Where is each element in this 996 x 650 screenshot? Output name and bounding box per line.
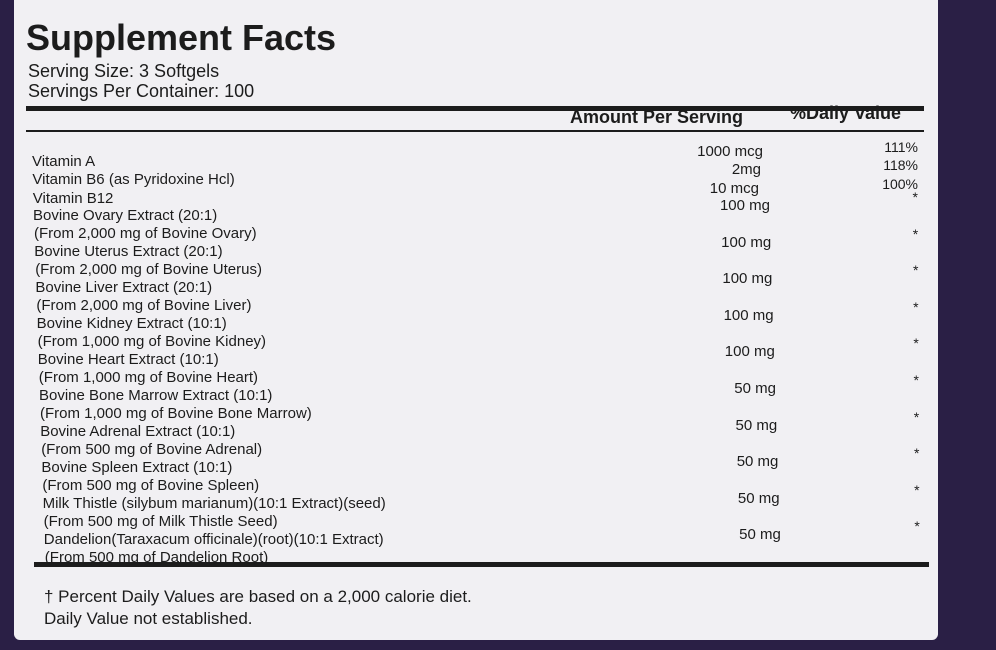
- amount: 100 mg: [724, 343, 775, 361]
- daily-value: *: [914, 481, 920, 498]
- ingredient-name: Bovine Uterus Extract (20:1): [34, 243, 223, 260]
- thick-rule: [34, 562, 929, 567]
- ingredient-source: (From 1,000 mg of Bovine Heart): [38, 369, 259, 386]
- amount: 50 mg: [739, 526, 781, 544]
- amount: 1000 mcg: [697, 143, 763, 160]
- daily-value: *: [912, 225, 919, 242]
- ingredient-source: (From 500 mg of Bovine Spleen): [42, 477, 260, 494]
- ingredient-source: (From 2,000 mg of Bovine Ovary): [34, 225, 257, 242]
- serving-size: Serving Size: 3 Softgels: [28, 61, 220, 81]
- ingredient-name: Bovine Kidney Extract (10:1): [36, 315, 227, 332]
- ingredient-source: (From 1,000 mg of Bovine Kidney): [37, 333, 267, 350]
- amount: 100 mg: [721, 233, 772, 251]
- amount: 50 mg: [737, 489, 780, 507]
- column-header: %Daily Value: [790, 103, 902, 123]
- daily-value: 111%: [884, 139, 918, 155]
- daily-value: *: [913, 445, 920, 462]
- amount: 50 mg: [736, 453, 779, 471]
- amount: 10 mcg: [709, 179, 759, 197]
- ingredient-source: (From 2,000 mg of Bovine Liver): [36, 297, 252, 314]
- ingredient-source: (From 2,000 mg of Bovine Uterus): [35, 261, 262, 278]
- ingredient-source: (From 500 mg of Bovine Adrenal): [41, 441, 263, 458]
- ingredient-name: Vitamin B12: [32, 189, 114, 207]
- daily-value: *: [913, 372, 919, 388]
- thin-rule: [26, 130, 924, 132]
- ingredient-name: Bovine Spleen Extract (10:1): [41, 459, 233, 476]
- ingredient-source: (From 1,000 mg of Bovine Bone Marrow): [40, 405, 312, 422]
- ingredient-name: Bovine Heart Extract (10:1): [37, 351, 219, 368]
- ingredient-name: Vitamin A: [32, 153, 96, 170]
- daily-value: *: [912, 189, 918, 205]
- daily-value: 100%: [882, 175, 918, 192]
- ingredient-name: Dandelion(Taraxacum officinale)(root)(10…: [43, 531, 384, 548]
- daily-value: *: [913, 298, 919, 315]
- amount: 100 mg: [719, 197, 770, 214]
- amount: 2mg: [731, 161, 761, 179]
- supplement-label: Supplement Facts Serving Size: 3 Softgel…: [14, 0, 938, 640]
- daily-value: *: [914, 518, 920, 535]
- ingredient-name: Bovine Liver Extract (20:1): [35, 279, 213, 296]
- daily-value: *: [913, 408, 920, 425]
- amount: 100 mg: [722, 270, 773, 288]
- ingredient-source: (From 500 mg of Dandelion Root): [44, 549, 269, 566]
- ingredient-name: Milk Thistle (silybum marianum)(10:1 Ext…: [42, 495, 386, 512]
- amount: 100 mg: [723, 306, 774, 324]
- amount: 50 mg: [734, 380, 776, 397]
- column-header: Amount Per Serving: [570, 107, 744, 127]
- footnote: Daily Value not established.: [44, 609, 253, 628]
- daily-value: 118%: [883, 157, 918, 174]
- amount: 50 mg: [735, 416, 778, 434]
- ingredient-name: Bovine Ovary Extract (20:1): [33, 207, 218, 224]
- daily-value: *: [913, 335, 919, 352]
- servings-per-container: Servings Per Container: 100: [28, 81, 255, 101]
- ingredient-name: Bovine Bone Marrow Extract (10:1): [39, 387, 273, 404]
- ingredient-source: (From 500 mg of Milk Thistle Seed): [43, 513, 278, 530]
- title: Supplement Facts: [26, 17, 337, 58]
- daily-value: *: [912, 262, 919, 279]
- footnote: † Percent Daily Values are based on a 2,…: [44, 587, 472, 606]
- thick-rule: [26, 106, 924, 111]
- ingredient-name: Bovine Adrenal Extract (10:1): [40, 423, 236, 440]
- ingredient-name: Vitamin B6 (as Pyridoxine Hcl): [32, 171, 235, 189]
